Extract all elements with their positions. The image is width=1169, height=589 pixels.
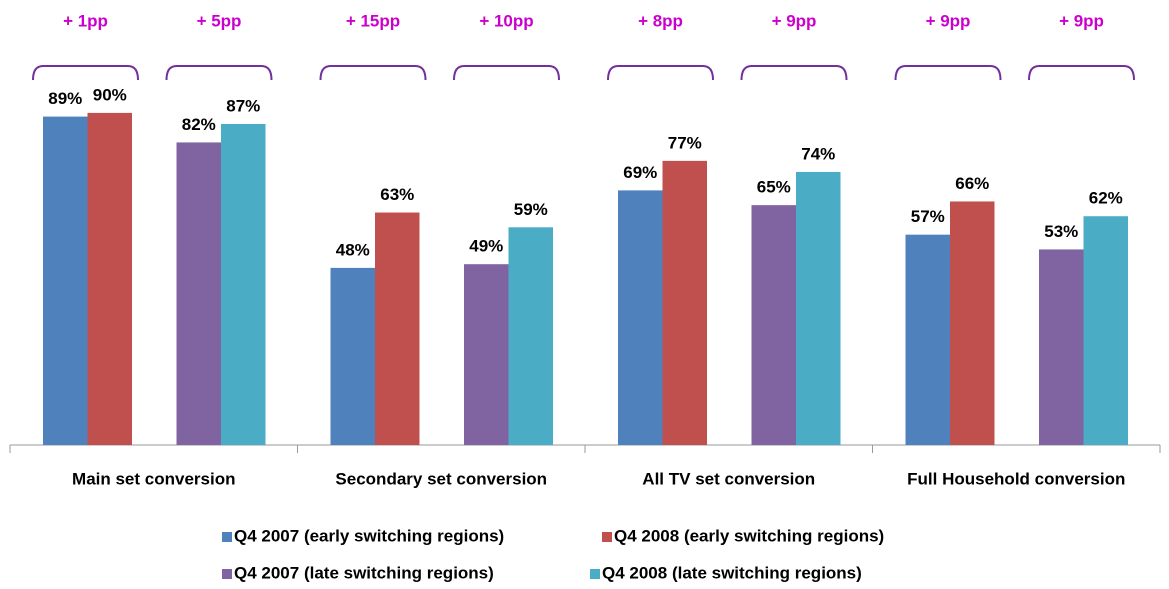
legend-swatch bbox=[222, 569, 232, 579]
bar bbox=[905, 234, 950, 445]
annotation: + 5pp bbox=[197, 11, 242, 30]
bar bbox=[87, 112, 132, 446]
value-label: 69% bbox=[623, 163, 657, 182]
x-tick-label: Full Household conversion bbox=[907, 469, 1125, 488]
bar bbox=[508, 227, 553, 445]
bar bbox=[375, 212, 420, 445]
annotation: + 9pp bbox=[1059, 11, 1104, 30]
bar bbox=[221, 123, 266, 445]
bar bbox=[176, 142, 221, 446]
legend-label: Q4 2007 (early switching regions) bbox=[234, 526, 504, 545]
bracket bbox=[32, 65, 139, 81]
annotation: + 1pp bbox=[63, 11, 108, 30]
legend-swatch bbox=[590, 569, 600, 579]
bar bbox=[950, 201, 995, 445]
bar bbox=[618, 190, 663, 445]
x-tick-label: All TV set conversion bbox=[642, 469, 815, 488]
x-tick-label: Secondary set conversion bbox=[335, 469, 547, 488]
legend-swatch bbox=[602, 532, 612, 542]
value-label: 62% bbox=[1089, 189, 1123, 208]
value-label: 74% bbox=[801, 144, 835, 163]
value-label: 63% bbox=[380, 185, 414, 204]
value-label: 66% bbox=[955, 174, 989, 193]
legend-label: Q4 2008 (early switching regions) bbox=[614, 526, 884, 545]
value-label: 59% bbox=[514, 200, 548, 219]
bar bbox=[1083, 216, 1128, 445]
value-label: 87% bbox=[226, 96, 260, 115]
value-label: 90% bbox=[93, 85, 127, 104]
bracket bbox=[894, 65, 1002, 81]
x-tick-label: Main set conversion bbox=[72, 469, 235, 488]
bar bbox=[464, 264, 509, 445]
bar bbox=[43, 116, 88, 445]
bracket bbox=[319, 65, 427, 81]
annotation: + 9pp bbox=[926, 11, 971, 30]
value-label: 57% bbox=[911, 207, 945, 226]
bracket bbox=[607, 65, 714, 81]
bracket bbox=[740, 65, 848, 81]
bracket bbox=[453, 65, 560, 81]
value-label: 82% bbox=[182, 115, 216, 134]
legend-label: Q4 2008 (late switching regions) bbox=[602, 563, 862, 582]
annotation: + 9pp bbox=[772, 11, 817, 30]
value-label: 77% bbox=[668, 133, 702, 152]
value-label: 49% bbox=[469, 237, 503, 256]
legend-label: Q4 2007 (late switching regions) bbox=[234, 563, 494, 582]
bar bbox=[796, 171, 841, 445]
bar bbox=[1039, 249, 1084, 445]
bar bbox=[330, 267, 375, 445]
bar bbox=[751, 205, 796, 445]
bar bbox=[662, 160, 707, 445]
value-label: 53% bbox=[1044, 222, 1078, 241]
annotation: + 15pp bbox=[346, 11, 400, 30]
value-label: 89% bbox=[48, 89, 82, 108]
bracket bbox=[165, 65, 273, 81]
value-label: 48% bbox=[336, 240, 370, 259]
legend-swatch bbox=[222, 532, 232, 542]
bracket bbox=[1028, 65, 1135, 81]
annotation: + 10pp bbox=[479, 11, 533, 30]
value-label: 65% bbox=[757, 178, 791, 197]
annotation: + 8pp bbox=[638, 11, 683, 30]
